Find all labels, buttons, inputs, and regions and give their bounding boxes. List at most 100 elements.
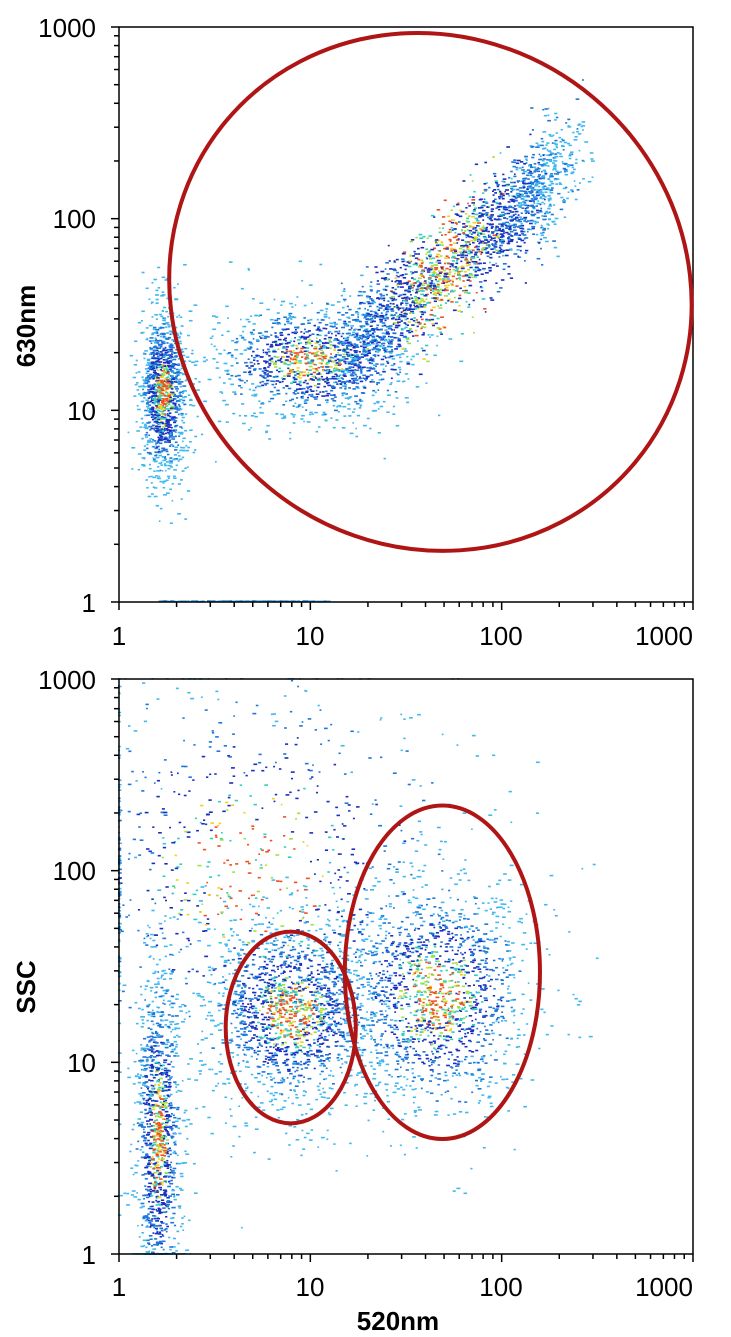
data-point [384,268,387,270]
data-point [407,287,412,290]
data-point [325,342,330,344]
data-point [579,182,581,184]
data-point [510,211,513,214]
data-point [492,234,496,237]
data-point [161,429,165,432]
data-point [382,317,387,320]
data-point [149,348,153,351]
data-point [421,318,424,321]
data-point [399,266,402,269]
data-point [180,414,184,416]
data-point [155,332,159,334]
data-point [166,361,171,364]
data-point [536,217,540,219]
data-point [482,247,486,249]
data-point [467,306,471,308]
data-point [176,1023,180,1025]
data-point [418,323,422,325]
data-point [455,301,459,303]
data-point [382,355,386,358]
data-point [345,348,350,350]
data-point [531,225,536,228]
data-point [303,420,305,423]
data-point [156,390,159,393]
data-point [451,279,454,282]
data-point [510,235,514,237]
data-point [162,349,166,351]
data-point [466,279,471,281]
data-point [301,280,304,282]
data-point [397,318,401,320]
data-point [450,284,454,287]
data-point [458,258,461,260]
data-point [359,380,364,383]
data-point [417,277,422,280]
data-point [341,314,345,316]
data-point [392,323,395,325]
data-point [290,371,294,373]
data-point [256,348,259,350]
data-point [467,202,469,205]
data-point [150,340,155,342]
data-point [134,383,138,386]
data-point [372,389,376,392]
data-point [190,352,194,355]
data-point [160,389,165,392]
data-point [530,198,534,200]
data-point [170,1161,173,1164]
data-point [166,431,170,434]
data-point [153,428,155,431]
data-point [343,369,346,372]
data-point [157,351,160,353]
data-point [291,369,295,371]
data-point [359,405,362,408]
data-point [337,332,340,335]
data-point [181,372,183,374]
data-point [485,239,489,241]
data-point [553,223,557,225]
data-point [177,283,179,285]
data-point [467,274,471,277]
data-point [409,312,412,314]
data-point [324,341,328,344]
data-point [381,298,383,300]
data-point [209,337,213,339]
data-point [517,236,521,239]
data-point [476,248,480,251]
data-point [491,232,495,234]
data-point [372,310,377,313]
data-point [180,431,184,434]
data-point [468,284,473,287]
data-point [376,305,379,308]
data-point [509,230,514,233]
data-point [350,343,353,345]
data-point [343,359,345,361]
data-point [145,377,149,379]
data-point [503,206,507,209]
data-point [502,197,504,200]
data-point [315,430,319,433]
data-point [234,341,238,344]
data-point [247,269,250,271]
data-point [151,333,154,336]
data-point [401,347,406,350]
data-point [342,347,346,350]
data-point [162,486,166,489]
data-point [358,365,362,368]
data-point [440,298,443,301]
data-point [177,407,181,410]
data-point [307,361,309,363]
data-point [581,159,584,162]
data-point [297,392,300,394]
data-point [145,364,150,366]
data-point [176,396,179,399]
data-point [323,345,327,348]
data-point [414,334,419,337]
data-point [451,251,455,254]
data-point [518,167,522,169]
data-point [540,137,544,140]
data-point [155,1153,159,1155]
data-point [321,359,324,361]
data-point [489,234,491,237]
data-point [502,232,505,234]
